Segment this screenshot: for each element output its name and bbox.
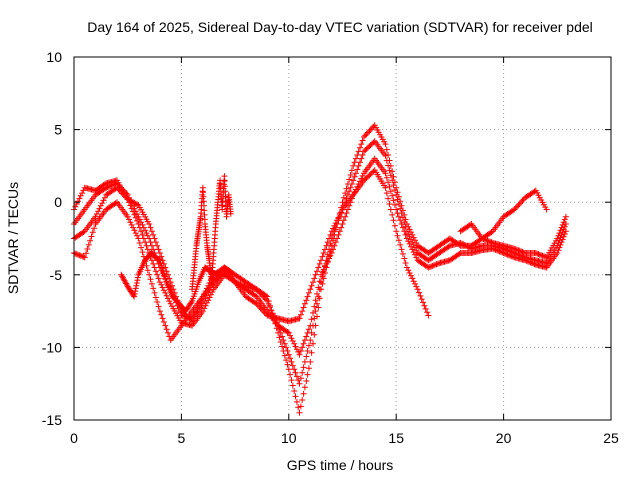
- y-tick-label: -5: [50, 267, 63, 283]
- plot-frame: [73, 56, 612, 421]
- axis-ticks: 0 5 10 15 20 25 -15 -10 -5 0 5 10: [42, 49, 619, 446]
- x-tick-label: 0: [70, 430, 78, 446]
- y-tick-label: 10: [46, 49, 62, 65]
- data-points: [71, 122, 569, 416]
- x-tick-label: 5: [178, 430, 186, 446]
- series-track-E: [118, 250, 234, 315]
- x-tick-label: 15: [388, 430, 404, 446]
- x-tick-label: 20: [496, 430, 512, 446]
- series-track-F: [189, 173, 234, 293]
- x-tick-label: 10: [281, 430, 297, 446]
- point-markers: [457, 187, 550, 242]
- x-tick-label: 25: [603, 430, 619, 446]
- point-markers: [189, 173, 234, 293]
- y-tick-label: -15: [42, 412, 62, 428]
- y-tick-label: 5: [54, 122, 62, 138]
- point-markers: [118, 250, 234, 315]
- y-tick-label: -10: [42, 339, 62, 355]
- y-tick-label: 0: [54, 194, 62, 210]
- y-axis-label: SDTVAR / TECUs: [5, 182, 21, 294]
- chart-title: Day 164 of 2025, Sidereal Day-to-day VTE…: [87, 19, 593, 35]
- series-track-G: [457, 187, 550, 242]
- point-markers: [71, 122, 569, 416]
- x-axis-label: GPS time / hours: [287, 457, 394, 473]
- series-track-A: [71, 122, 569, 416]
